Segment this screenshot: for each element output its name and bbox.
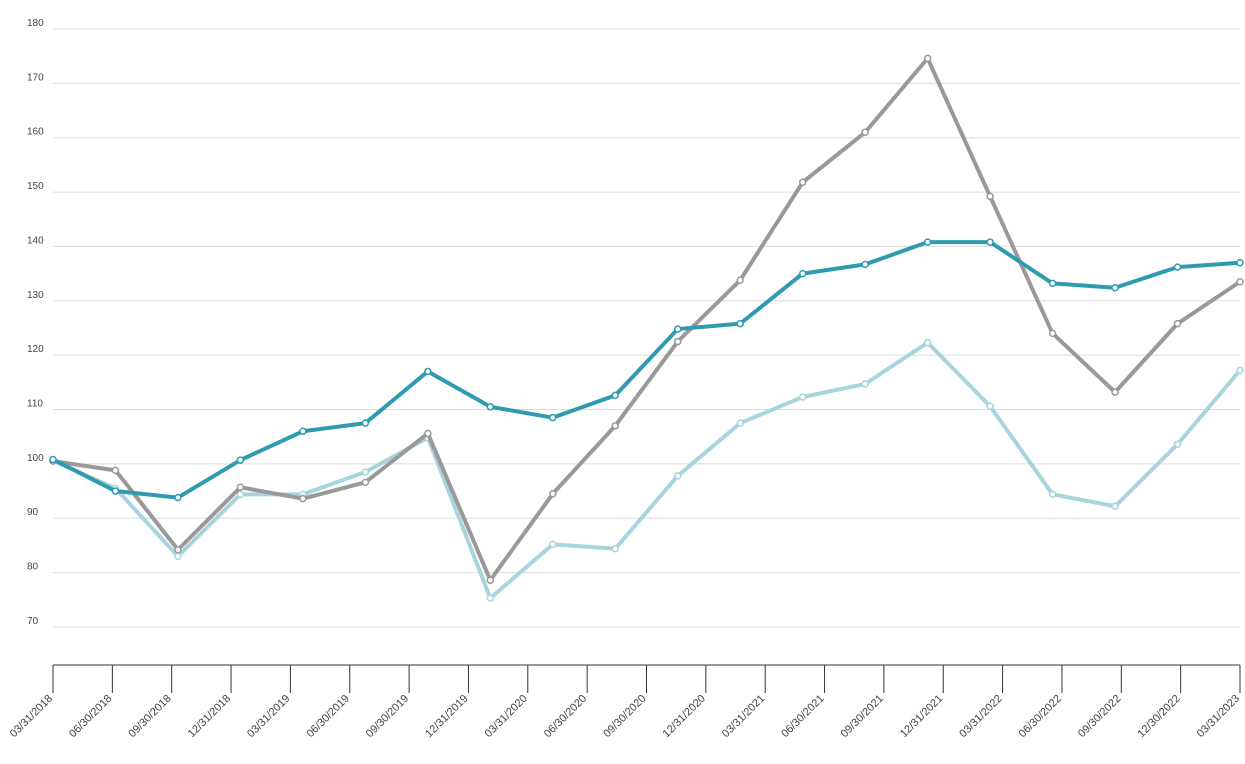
point-marker	[1236, 278, 1244, 286]
point-marker	[486, 576, 495, 584]
point-marker	[986, 192, 994, 201]
point-marker	[1236, 366, 1244, 375]
x-tick-label: 12/31/2019	[423, 693, 470, 740]
y-tick-label: 130	[27, 290, 44, 301]
point-marker	[1111, 283, 1119, 292]
point-marker	[673, 472, 682, 480]
point-marker	[923, 238, 932, 246]
x-tick-label: 03/31/2021	[720, 693, 767, 740]
x-tick-label: 03/31/2018	[8, 693, 55, 740]
point-marker	[236, 456, 245, 464]
point-marker	[49, 455, 57, 464]
point-marker	[174, 546, 182, 554]
x-tick-label: 09/30/2019	[364, 693, 411, 740]
point-marker	[798, 269, 807, 278]
point-marker	[861, 380, 869, 388]
point-marker	[424, 429, 432, 438]
point-marker	[549, 490, 557, 498]
point-marker	[1048, 329, 1057, 338]
y-tick-label: 110	[27, 399, 43, 410]
x-tick-label: 06/30/2020	[542, 693, 589, 740]
x-tick-label: 12/31/2021	[898, 693, 945, 740]
x-tick-label: 03/31/2023	[1195, 693, 1242, 740]
point-marker	[1236, 258, 1244, 267]
y-tick-label: 180	[27, 18, 44, 29]
series-line	[52, 56, 1242, 583]
x-tick-label: 06/30/2021	[779, 693, 826, 740]
point-marker	[861, 128, 869, 137]
point-marker	[673, 337, 682, 346]
x-tick-label: 03/31/2019	[245, 693, 292, 740]
y-tick-label: 160	[27, 127, 44, 138]
point-marker	[1111, 388, 1119, 396]
point-marker	[111, 487, 120, 495]
point-marker	[486, 594, 495, 602]
point-marker	[424, 367, 432, 376]
point-marker	[361, 468, 370, 476]
series-line	[52, 340, 1242, 601]
point-marker	[798, 393, 807, 401]
point-marker	[923, 338, 932, 347]
series-line	[52, 240, 1241, 500]
point-marker	[236, 490, 245, 499]
y-tick-label: 100	[27, 453, 44, 464]
x-tick-label: 06/30/2022	[1017, 693, 1064, 740]
y-tick-label: 120	[27, 344, 44, 355]
point-marker	[736, 419, 744, 427]
point-marker	[986, 402, 994, 411]
point-marker	[361, 478, 370, 487]
point-marker	[986, 238, 994, 246]
x-tick-label: 12/30/2022	[1135, 693, 1182, 740]
x-tick-label: 09/30/2022	[1076, 693, 1123, 740]
point-marker	[1173, 440, 1182, 449]
point-marker	[861, 260, 869, 269]
y-tick-label: 150	[27, 181, 44, 192]
x-tick-label: 09/30/2018	[126, 693, 173, 740]
point-marker	[1173, 263, 1182, 271]
point-marker	[673, 325, 682, 333]
point-marker	[923, 54, 932, 63]
x-tick-label: 12/31/2018	[186, 693, 233, 740]
point-marker	[361, 419, 370, 427]
point-marker	[611, 544, 620, 553]
point-marker	[611, 391, 620, 400]
x-tick-label: 03/31/2020	[483, 693, 530, 740]
y-tick-label: 80	[27, 562, 39, 573]
point-marker	[798, 178, 807, 187]
point-marker	[611, 422, 620, 430]
point-marker	[174, 552, 182, 561]
y-tick-label: 90	[27, 507, 39, 518]
y-tick-label: 140	[27, 235, 44, 246]
x-tick-label: 12/31/2020	[661, 693, 708, 740]
x-tick-label: 09/30/2021	[839, 693, 886, 740]
point-marker	[236, 483, 245, 491]
x-tick-label: 06/30/2019	[304, 693, 351, 740]
point-marker	[549, 540, 557, 549]
point-marker	[299, 427, 307, 436]
y-tick-label: 170	[27, 72, 44, 83]
x-tick-label: 06/30/2018	[67, 693, 114, 740]
point-marker	[111, 466, 120, 475]
point-marker	[174, 493, 182, 502]
point-marker	[1048, 279, 1057, 288]
point-marker	[486, 403, 495, 411]
y-tick-label: 70	[27, 616, 39, 627]
x-tick-label: 09/30/2020	[601, 693, 648, 740]
point-marker	[299, 494, 307, 503]
x-tick-label: 03/31/2022	[957, 693, 1004, 740]
point-marker	[1048, 490, 1057, 499]
point-marker	[736, 276, 744, 284]
point-marker	[736, 319, 744, 328]
point-marker	[1111, 502, 1119, 511]
point-marker	[549, 413, 557, 422]
point-marker	[1173, 319, 1182, 328]
